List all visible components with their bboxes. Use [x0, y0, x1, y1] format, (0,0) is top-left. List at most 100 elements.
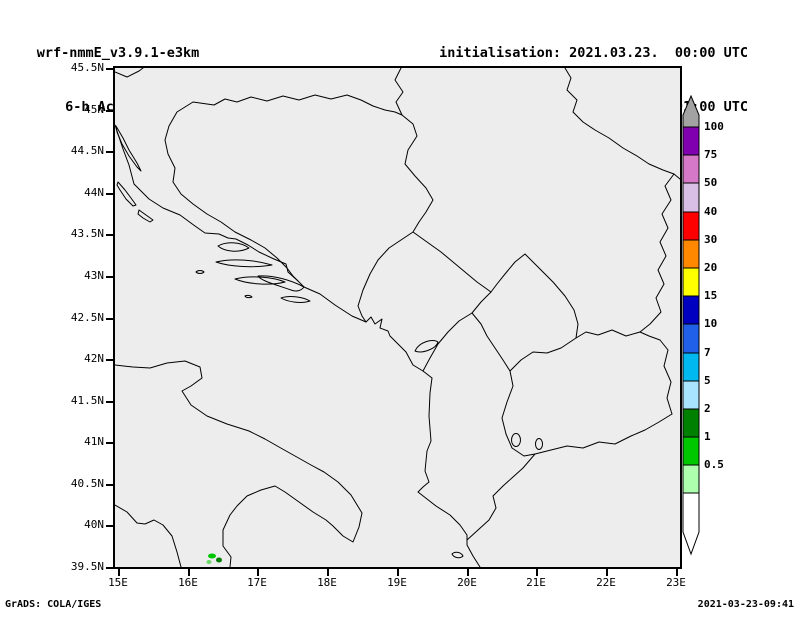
- border-bosnia-serbia-drina: [402, 115, 433, 232]
- x-tick: [606, 569, 608, 576]
- colorbar-svg: [682, 95, 700, 565]
- border-serbia-macedonia: [576, 330, 640, 338]
- map-frame: [113, 66, 682, 569]
- lake-skadar: [415, 340, 438, 351]
- map-svg: [115, 68, 680, 567]
- colorbar-segment: [683, 353, 699, 381]
- colorbar-label: 15: [704, 289, 718, 302]
- y-tick: [106, 359, 113, 361]
- x-axis-label: 23E: [666, 576, 686, 589]
- colorbar-segment: [683, 155, 699, 183]
- colorbar-label: 10: [704, 317, 718, 330]
- y-tick: [106, 442, 113, 444]
- y-tick: [106, 484, 113, 486]
- x-tick: [676, 569, 678, 576]
- colorbar-segment: [683, 409, 699, 437]
- border-serbia-bulgaria: [640, 174, 674, 332]
- border-macedonia-greece: [535, 414, 672, 454]
- x-tick: [257, 569, 259, 576]
- grads-credit: GrADS: COLA/IGES: [5, 599, 102, 610]
- coastline-islands: [116, 126, 463, 558]
- y-tick: [106, 567, 113, 569]
- y-axis-label: 40N: [84, 518, 104, 531]
- colorbar-label: 100: [704, 120, 724, 133]
- x-axis-label: 19E: [387, 576, 407, 589]
- lake-prespa: [536, 439, 543, 450]
- x-tick: [536, 569, 538, 576]
- border-bosnia-montenegro: [358, 232, 413, 322]
- x-axis-label: 15E: [108, 576, 128, 589]
- border-serbia-romania: [565, 68, 674, 174]
- colorbar-segment: [683, 465, 699, 493]
- coastline-adriatic-east: [115, 125, 480, 567]
- init-time: initialisation: 2021.03.23. 00:00 UTC: [439, 45, 748, 61]
- colorbar-label: 2: [704, 402, 711, 415]
- x-axis-label: 21E: [526, 576, 546, 589]
- x-tick: [327, 569, 329, 576]
- border-croatia-bosnia: [165, 95, 402, 281]
- y-tick: [106, 110, 113, 112]
- colorbar-arrow-top: [683, 96, 699, 127]
- y-axis-label: 41.5N: [70, 394, 104, 407]
- colorbar-segment: [683, 296, 699, 324]
- y-axis-label: 43N: [84, 269, 104, 282]
- border-romania-bulgaria: [674, 174, 680, 179]
- y-tick: [106, 318, 113, 320]
- y-tick: [106, 525, 113, 527]
- y-tick: [106, 68, 113, 70]
- colorbar-label: 30: [704, 233, 718, 246]
- y-tick: [106, 193, 113, 195]
- y-axis-label: 44.5N: [70, 144, 104, 157]
- x-axis-label: 22E: [596, 576, 616, 589]
- x-tick: [397, 569, 399, 576]
- colorbar-segment: [683, 127, 699, 155]
- colorbar-label: 50: [704, 176, 718, 189]
- coastline-italy-tyrrhenian: [115, 505, 181, 567]
- border-montenegro-albania: [423, 313, 472, 371]
- colorbar-segment: [683, 381, 699, 409]
- colorbar-label: 20: [704, 261, 718, 274]
- colorbar-label: 1: [704, 430, 711, 443]
- colorbar-segment: [683, 437, 699, 465]
- precip-spot: [208, 553, 216, 559]
- precip-spot: [206, 560, 212, 564]
- x-tick: [118, 569, 120, 576]
- model-title: wrf-nmmE_v3.9.1-e3km: [36, 45, 200, 61]
- creation-timestamp: 2021-03-23-09:41: [697, 599, 794, 610]
- y-axis-label: 45N: [84, 103, 104, 116]
- coastline-italy-adriatic: [115, 361, 362, 567]
- border-croatia-serbia: [395, 68, 403, 115]
- colorbar-segment: [683, 212, 699, 240]
- y-tick: [106, 401, 113, 403]
- y-axis-label: 39.5N: [70, 560, 104, 573]
- colorbar-label: 40: [704, 205, 718, 218]
- precip-spot: [216, 557, 222, 563]
- colorbar-segment: [683, 240, 699, 268]
- x-axis-label: 18E: [317, 576, 337, 589]
- y-axis-label: 42N: [84, 352, 104, 365]
- x-axis-label: 17E: [247, 576, 267, 589]
- y-axis-label: 42.5N: [70, 311, 104, 324]
- border-kosovo: [472, 254, 578, 371]
- y-tick: [106, 234, 113, 236]
- x-tick: [467, 569, 469, 576]
- peljesac-peninsula: [258, 276, 304, 291]
- colorbar-label: 0.5: [704, 458, 724, 471]
- y-tick: [106, 151, 113, 153]
- colorbar-arrow-bottom: [683, 493, 699, 554]
- y-axis-label: 43.5N: [70, 227, 104, 240]
- border-albania-macedonia: [502, 371, 535, 456]
- colorbar-segment: [683, 183, 699, 212]
- x-axis-label: 20E: [457, 576, 477, 589]
- x-axis-label: 16E: [178, 576, 198, 589]
- colorbar-label: 5: [704, 374, 711, 387]
- colorbar-segment: [683, 268, 699, 296]
- colorbar: [682, 95, 700, 569]
- border-albania-greece: [467, 454, 535, 540]
- border-macedonia-bulgaria: [640, 332, 672, 414]
- y-axis-label: 44N: [84, 186, 104, 199]
- colorbar-label: 7: [704, 346, 711, 359]
- y-tick: [106, 276, 113, 278]
- x-tick: [188, 569, 190, 576]
- border-serbia-montenegro: [413, 232, 491, 292]
